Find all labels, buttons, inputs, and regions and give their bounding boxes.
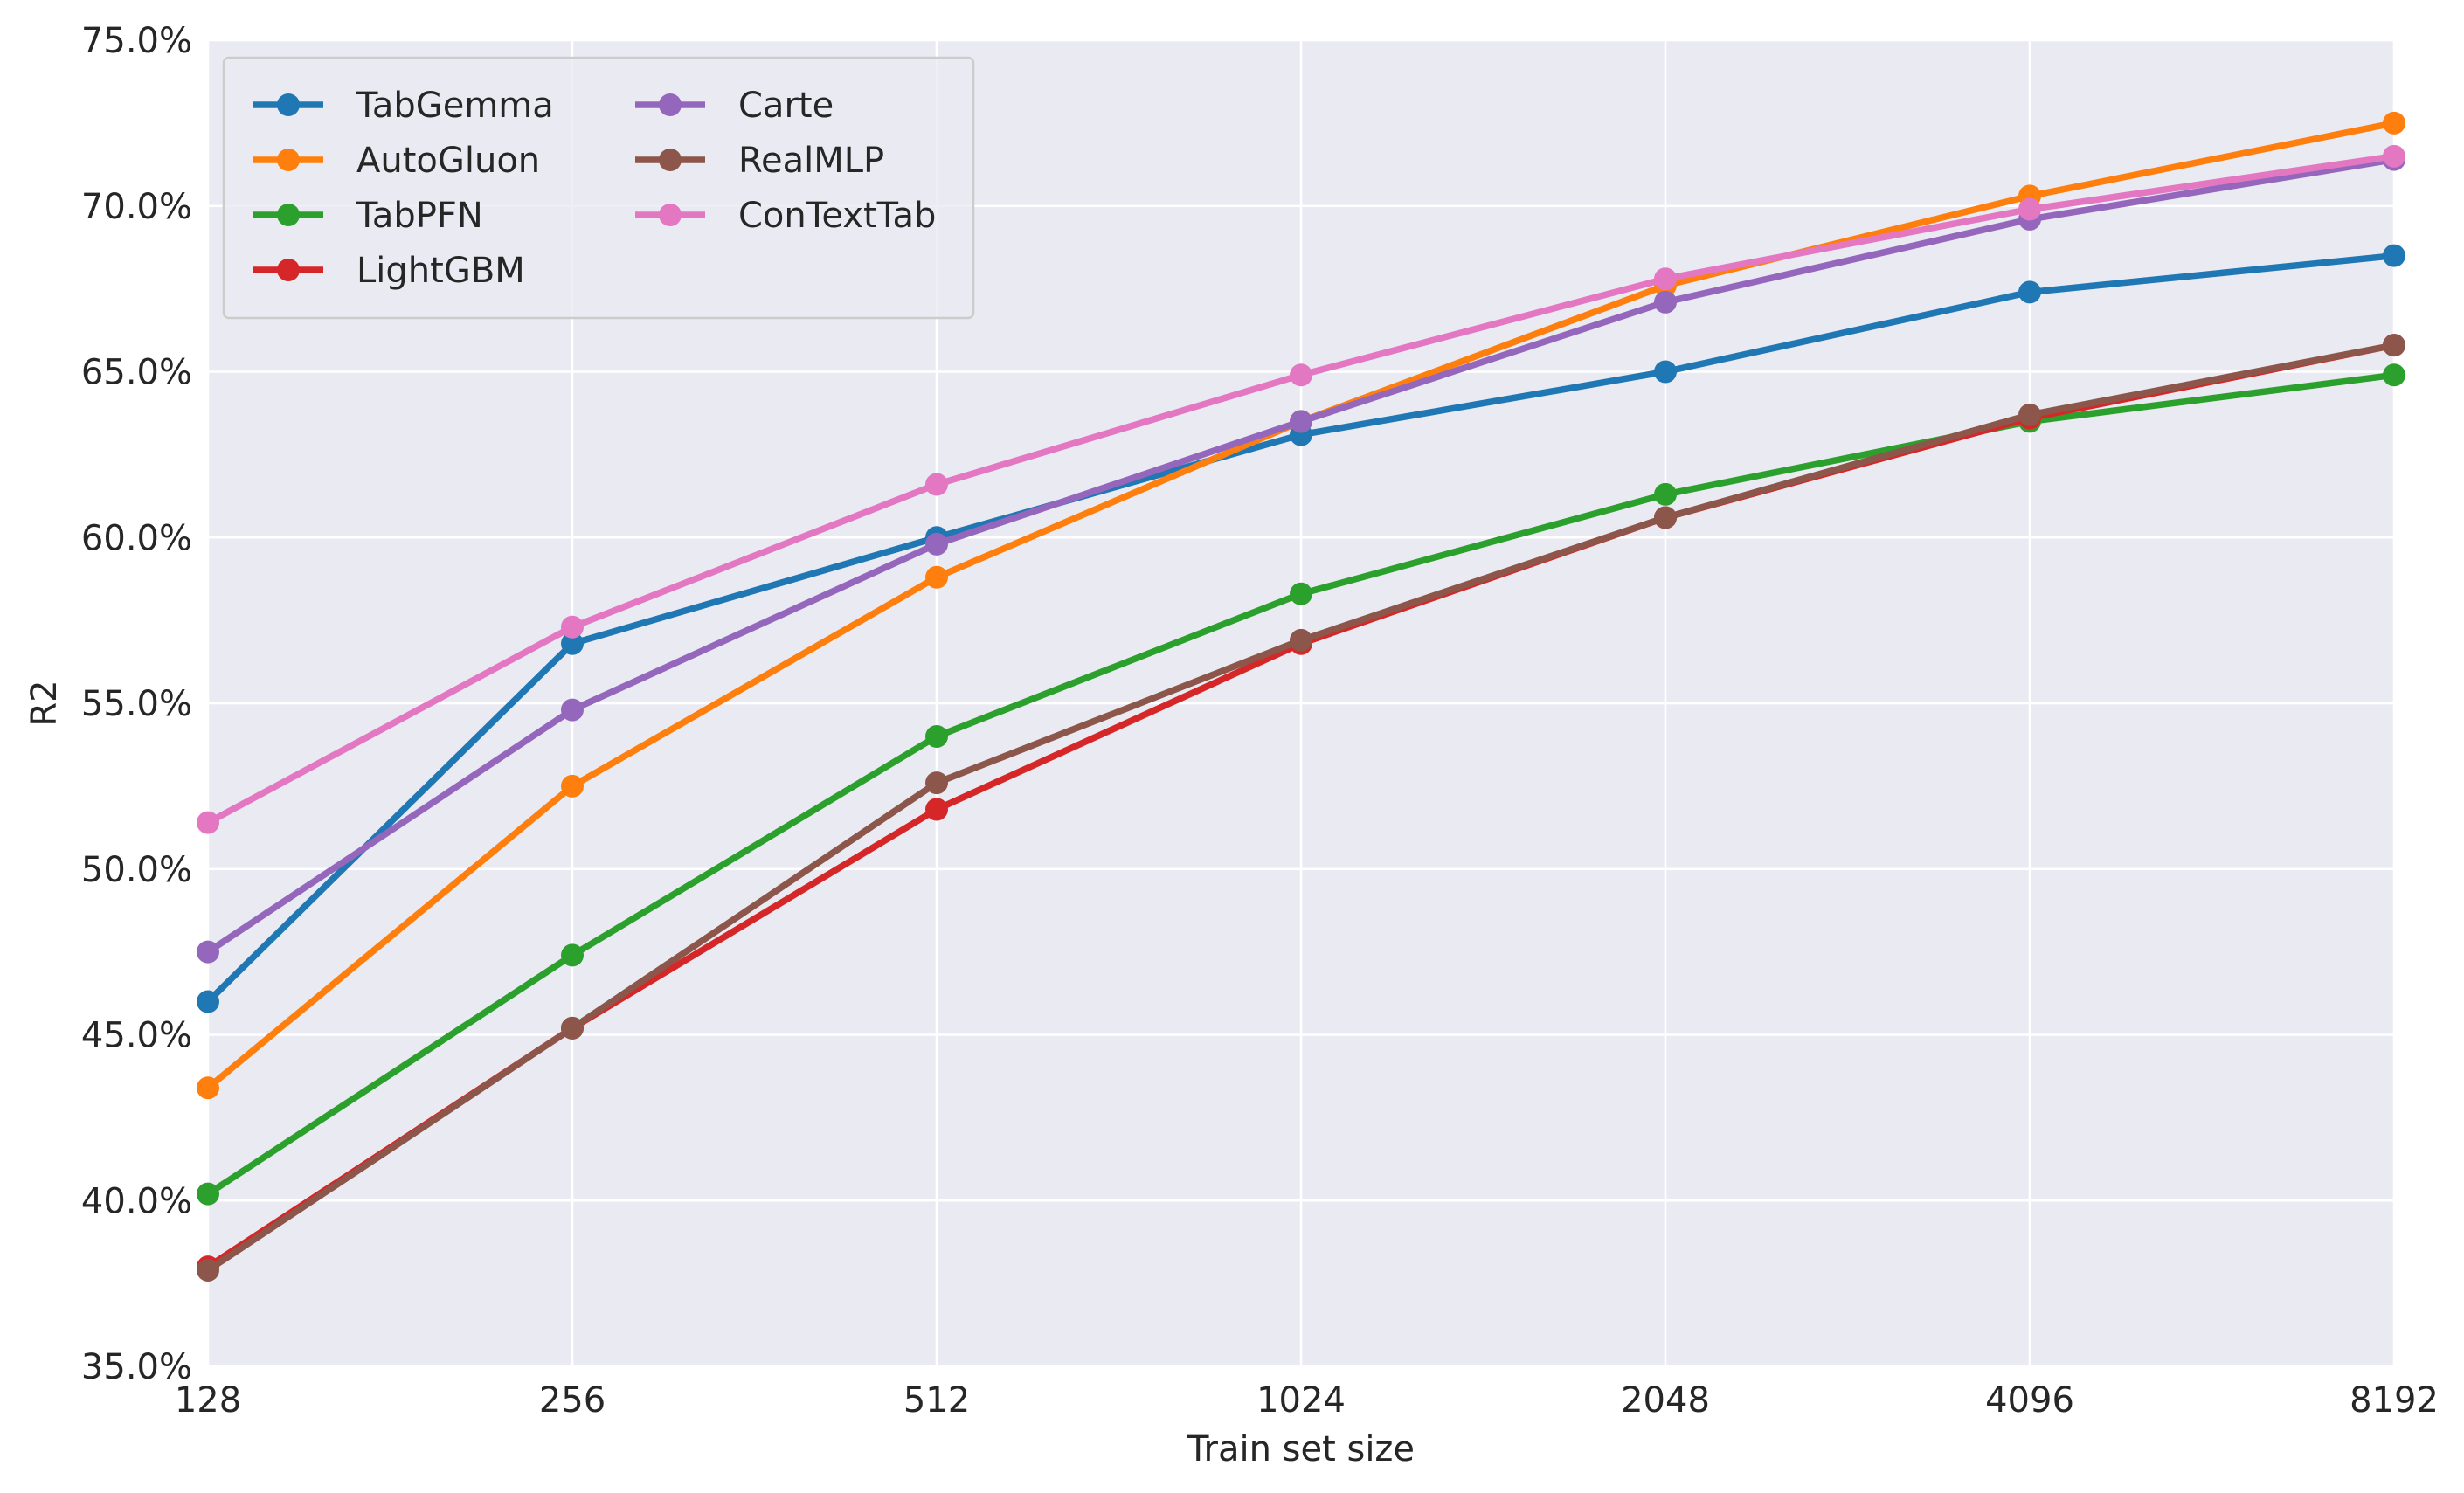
legend-marker-lightgbm bbox=[277, 259, 300, 281]
legend-item-tabpfn: TabPFN bbox=[253, 196, 483, 236]
data-point-tabpfn bbox=[1290, 582, 1312, 605]
y-tick-label: 65.0% bbox=[81, 353, 192, 393]
data-point-contexttab bbox=[1290, 363, 1312, 387]
legend-item-autogluon: AutoGluon bbox=[253, 141, 540, 181]
legend-marker-tabgemma bbox=[277, 93, 300, 116]
data-point-realmlp bbox=[2383, 334, 2405, 357]
data-point-carte bbox=[197, 940, 219, 964]
data-point-tabgemma bbox=[2383, 244, 2405, 267]
data-point-contexttab bbox=[197, 811, 219, 834]
data-point-tabpfn bbox=[925, 724, 948, 748]
legend-item-contexttab: ConTextTab bbox=[635, 196, 936, 236]
data-point-lightgbm bbox=[925, 798, 948, 821]
legend-item-realmlp: RealMLP bbox=[635, 141, 884, 181]
x-tick-label: 256 bbox=[539, 1380, 606, 1420]
series-group bbox=[197, 111, 2405, 1282]
data-point-tabpfn bbox=[561, 943, 584, 967]
legend-marker-realmlp bbox=[659, 149, 682, 171]
data-point-realmlp bbox=[561, 1016, 584, 1040]
legend-marker-carte bbox=[659, 93, 682, 116]
data-point-contexttab bbox=[2383, 144, 2405, 168]
legend-item-tabgemma: TabGemma bbox=[253, 86, 554, 126]
data-point-autogluon bbox=[197, 1076, 219, 1100]
y-tick-label: 75.0% bbox=[81, 21, 192, 61]
legend-label-tabgemma: TabGemma bbox=[356, 86, 554, 126]
x-tick-label: 1024 bbox=[1256, 1380, 1346, 1420]
y-tick-label: 50.0% bbox=[81, 850, 192, 890]
y-tick-label: 35.0% bbox=[81, 1347, 192, 1387]
data-point-carte bbox=[561, 698, 584, 722]
x-tick-label: 8192 bbox=[2350, 1380, 2439, 1420]
data-point-tabgemma bbox=[1654, 360, 1677, 384]
y-tick-label: 70.0% bbox=[81, 187, 192, 227]
legend-label-carte: Carte bbox=[738, 86, 834, 126]
data-point-tabpfn bbox=[1654, 482, 1677, 506]
legend-label-lightgbm: LightGBM bbox=[356, 251, 525, 291]
data-point-tabpfn bbox=[2383, 363, 2405, 387]
legend-marker-tabpfn bbox=[277, 204, 300, 226]
data-point-tabpfn bbox=[197, 1182, 219, 1206]
legend: TabGemma AutoGluon TabPFN LightGBM Carte Real… bbox=[222, 56, 975, 320]
legend-label-contexttab: ConTextTab bbox=[738, 196, 936, 236]
legend-item-carte: Carte bbox=[635, 86, 834, 126]
data-point-tabgemma bbox=[561, 632, 584, 655]
data-point-tabgemma bbox=[2018, 280, 2041, 304]
data-point-realmlp bbox=[925, 771, 948, 795]
x-tick-label: 4096 bbox=[1985, 1380, 2074, 1420]
data-point-autogluon bbox=[925, 565, 948, 589]
series-contexttab bbox=[197, 144, 2405, 834]
data-point-contexttab bbox=[925, 473, 948, 496]
x-tick-label: 512 bbox=[903, 1380, 970, 1420]
y-tick-label: 55.0% bbox=[81, 684, 192, 724]
y-axis: 35.0% 40.0% 45.0% 50.0% 55.0% 60.0% 65.0% 70.0%… bbox=[81, 21, 192, 1387]
data-point-contexttab bbox=[1654, 267, 1677, 291]
legend-label-tabpfn: TabPFN bbox=[356, 196, 483, 236]
y-tick-label: 60.0% bbox=[81, 518, 192, 558]
legend-marker-contexttab bbox=[659, 204, 682, 226]
data-point-autogluon bbox=[2383, 111, 2405, 135]
series-realmlp bbox=[197, 334, 2405, 1282]
data-point-contexttab bbox=[2018, 197, 2041, 221]
y-tick-label: 45.0% bbox=[81, 1016, 192, 1056]
legend-marker-autogluon bbox=[277, 149, 300, 171]
legend-item-lightgbm: LightGBM bbox=[253, 251, 525, 291]
data-point-realmlp bbox=[1290, 628, 1312, 652]
data-point-realmlp bbox=[197, 1258, 219, 1282]
legend-label-realmlp: RealMLP bbox=[738, 141, 884, 181]
x-axis-label: Train set size bbox=[1187, 1429, 1415, 1469]
legend-frame bbox=[222, 56, 975, 320]
data-point-carte bbox=[925, 532, 948, 556]
data-point-realmlp bbox=[1654, 506, 1677, 529]
y-axis-label: R2 bbox=[24, 680, 65, 726]
y-tick-label: 40.0% bbox=[81, 1181, 192, 1221]
data-point-realmlp bbox=[2018, 403, 2041, 426]
x-tick-label: 2048 bbox=[1621, 1380, 1710, 1420]
x-tick-label: 128 bbox=[175, 1380, 241, 1420]
data-point-autogluon bbox=[561, 774, 584, 798]
legend-label-autogluon: AutoGluon bbox=[356, 141, 540, 181]
data-point-tabgemma bbox=[197, 990, 219, 1013]
data-point-carte bbox=[1654, 290, 1677, 314]
data-point-carte bbox=[1290, 410, 1312, 433]
x-axis: 128 256 512 1024 2048 4096 8192 bbox=[175, 1380, 2439, 1420]
data-point-contexttab bbox=[561, 615, 584, 639]
